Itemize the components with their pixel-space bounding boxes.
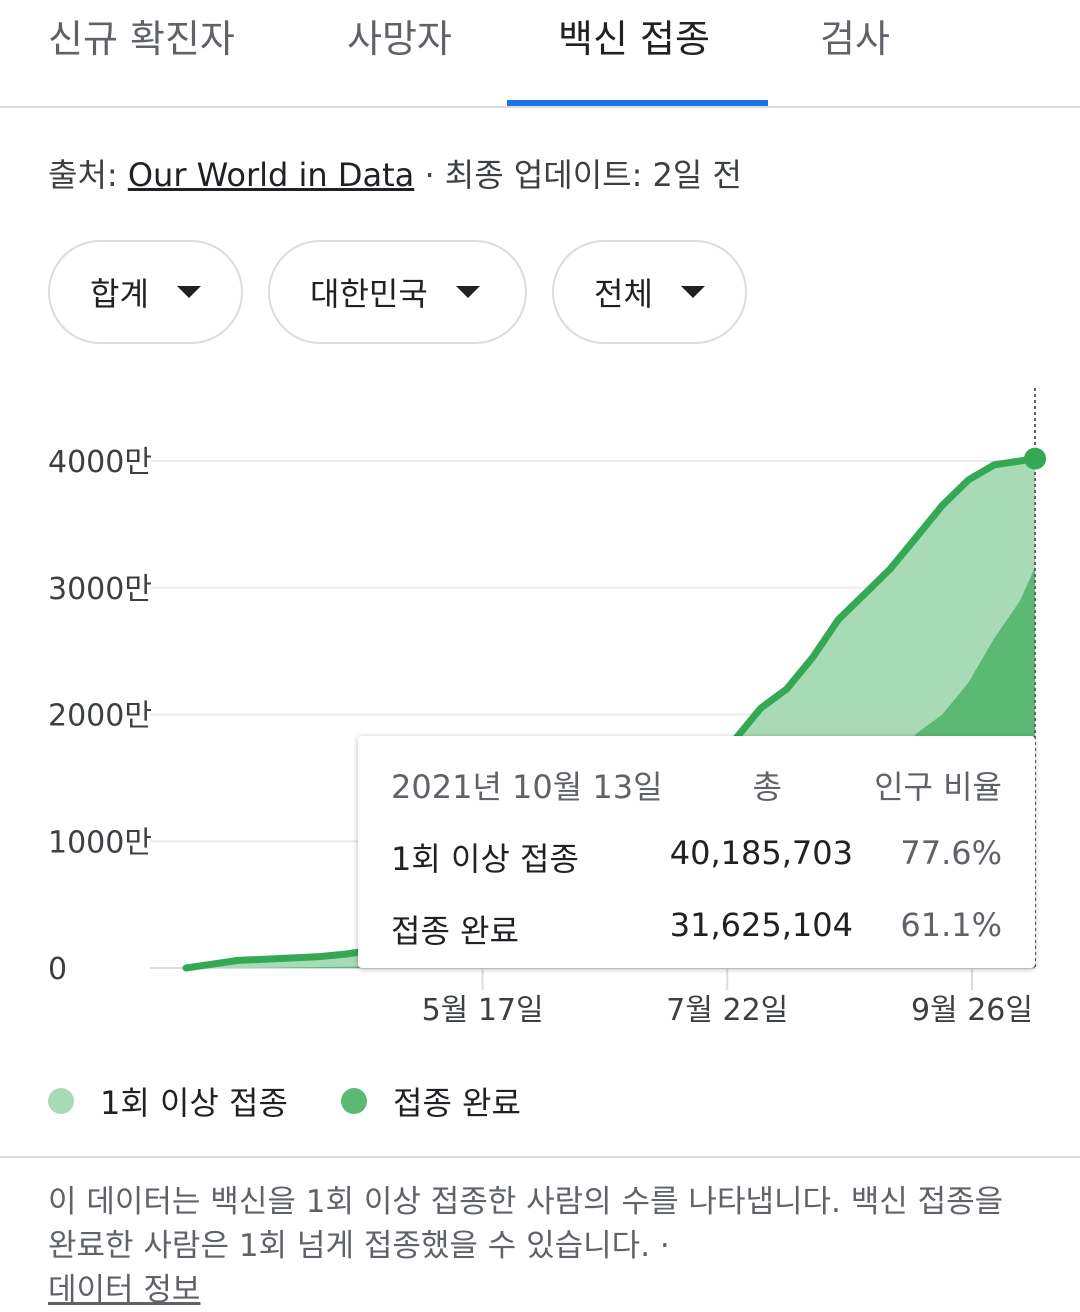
filter-label: 대한민국 xyxy=(310,275,428,313)
note-separator: · xyxy=(659,1228,670,1264)
y-tick-label: 4000만 xyxy=(48,445,152,480)
legend-item-first-dose[interactable]: 1회 이상 접종 xyxy=(48,1078,288,1124)
tooltip-row-name: 1회 이상 접종 xyxy=(391,840,579,878)
tooltip-row-percent: 77.6% xyxy=(900,834,1002,872)
source-prefix: 출처: xyxy=(48,156,118,194)
tab-tests[interactable]: 검사 xyxy=(820,17,890,61)
filter-chip-country[interactable]: 대한민국 xyxy=(268,240,527,344)
legend-label: 접종 완료 xyxy=(393,1084,521,1122)
y-tick-label: 0 xyxy=(48,952,67,987)
data-info-link[interactable]: 데이터 정보 xyxy=(48,1272,201,1308)
data-note: 이 데이터는 백신을 1회 이상 접종한 사람의 수를 나타냅니다. 백신 접종… xyxy=(48,1180,1038,1312)
tab-bar: 신규 확진자 사망자 백신 접종 검사 xyxy=(0,0,1080,108)
tooltip-row-percent: 61.1% xyxy=(900,906,1002,944)
tooltip-date: 2021년 10월 13일 xyxy=(391,768,663,806)
tooltip-row-value: 40,185,703 xyxy=(669,834,853,872)
filter-chip-total[interactable]: 합계 xyxy=(48,240,243,344)
filter-chip-range[interactable]: 전체 xyxy=(552,240,747,344)
legend-label: 1회 이상 접종 xyxy=(100,1084,288,1122)
x-tick-label: 5월 17일 xyxy=(422,993,544,1028)
section-divider xyxy=(0,1156,1080,1158)
filter-label: 전체 xyxy=(594,275,653,313)
filter-label: 합계 xyxy=(90,275,149,313)
legend-dot-icon xyxy=(341,1088,367,1114)
tooltip-row-value: 31,625,104 xyxy=(669,906,853,944)
chart-tooltip: 2021년 10월 13일 총 인구 비율 1회 이상 접종 40,185,70… xyxy=(358,736,1035,968)
tab-new-cases[interactable]: 신규 확진자 xyxy=(48,17,235,61)
x-tick-label: 7월 22일 xyxy=(666,993,788,1028)
note-text: 이 데이터는 백신을 1회 이상 접종한 사람의 수를 나타냅니다. 백신 접종… xyxy=(48,1184,1004,1264)
y-tick-label: 3000만 xyxy=(48,572,152,607)
active-tab-indicator xyxy=(507,100,768,106)
source-link[interactable]: Our World in Data xyxy=(127,156,415,194)
dropdown-arrow-icon xyxy=(176,286,201,298)
legend-dot-icon xyxy=(48,1088,74,1114)
tooltip-col-total: 총 xyxy=(752,768,782,806)
update-info: · 최종 업데이트: 2일 전 xyxy=(424,156,742,194)
y-tick-label: 1000만 xyxy=(48,825,152,860)
tab-deaths[interactable]: 사망자 xyxy=(347,17,452,61)
tab-vaccination[interactable]: 백신 접종 xyxy=(558,17,710,61)
dropdown-arrow-icon xyxy=(680,286,705,298)
y-tick-label: 2000만 xyxy=(48,699,152,734)
tooltip-row-name: 접종 완료 xyxy=(391,912,519,950)
source-line: 출처: Our World in Data · 최종 업데이트: 2일 전 xyxy=(48,150,742,196)
tooltip-col-ratio: 인구 비율 xyxy=(874,768,1002,806)
x-tick-label: 9월 26일 xyxy=(911,993,1033,1028)
legend-item-fully-vaccinated[interactable]: 접종 완료 xyxy=(341,1078,521,1124)
dropdown-arrow-icon xyxy=(455,286,480,298)
hover-point xyxy=(1024,447,1046,470)
